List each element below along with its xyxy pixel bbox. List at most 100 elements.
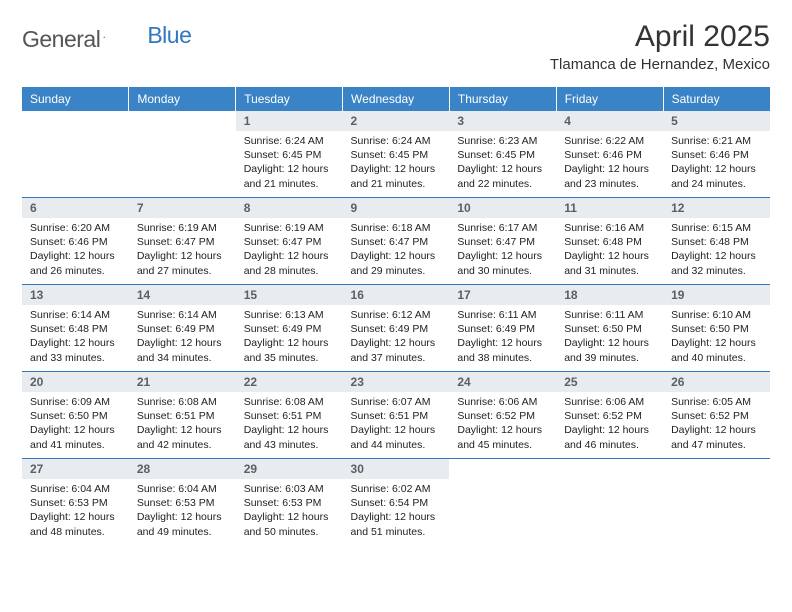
- daylight-line: Daylight: 12 hours and 22 minutes.: [457, 162, 548, 190]
- day-cell: 22Sunrise: 6:08 AMSunset: 6:51 PMDayligh…: [236, 372, 343, 458]
- sunset-line: Sunset: 6:49 PM: [244, 322, 335, 336]
- weekday-header: Saturday: [663, 87, 770, 111]
- daylight-line: Daylight: 12 hours and 29 minutes.: [351, 249, 442, 277]
- day-details: Sunrise: 6:16 AMSunset: 6:48 PMDaylight:…: [556, 218, 663, 278]
- sunrise-line: Sunrise: 6:11 AM: [457, 308, 548, 322]
- brand-part2: Blue: [147, 22, 191, 49]
- daylight-line: Daylight: 12 hours and 40 minutes.: [671, 336, 762, 364]
- calendar-body: 1Sunrise: 6:24 AMSunset: 6:45 PMDaylight…: [22, 111, 770, 545]
- daylight-line: Daylight: 12 hours and 50 minutes.: [244, 510, 335, 538]
- daylight-line: Daylight: 12 hours and 30 minutes.: [457, 249, 548, 277]
- calendar-cell: 5Sunrise: 6:21 AMSunset: 6:46 PMDaylight…: [663, 111, 770, 198]
- sunset-line: Sunset: 6:46 PM: [564, 148, 655, 162]
- day-cell: 3Sunrise: 6:23 AMSunset: 6:45 PMDaylight…: [449, 111, 556, 197]
- day-number: 7: [129, 198, 236, 218]
- daylight-line: Daylight: 12 hours and 47 minutes.: [671, 423, 762, 451]
- empty-day: [556, 459, 663, 545]
- sunset-line: Sunset: 6:48 PM: [671, 235, 762, 249]
- day-number: 11: [556, 198, 663, 218]
- day-number: 19: [663, 285, 770, 305]
- weekday-header: Monday: [129, 87, 236, 111]
- daylight-line: Daylight: 12 hours and 21 minutes.: [351, 162, 442, 190]
- day-details: Sunrise: 6:14 AMSunset: 6:48 PMDaylight:…: [22, 305, 129, 365]
- calendar-cell: 2Sunrise: 6:24 AMSunset: 6:45 PMDaylight…: [343, 111, 450, 198]
- daylight-line: Daylight: 12 hours and 28 minutes.: [244, 249, 335, 277]
- day-number: 5: [663, 111, 770, 131]
- day-cell: 1Sunrise: 6:24 AMSunset: 6:45 PMDaylight…: [236, 111, 343, 197]
- day-cell: 15Sunrise: 6:13 AMSunset: 6:49 PMDayligh…: [236, 285, 343, 371]
- day-cell: 21Sunrise: 6:08 AMSunset: 6:51 PMDayligh…: [129, 372, 236, 458]
- day-details: Sunrise: 6:12 AMSunset: 6:49 PMDaylight:…: [343, 305, 450, 365]
- day-details: Sunrise: 6:23 AMSunset: 6:45 PMDaylight:…: [449, 131, 556, 191]
- sunset-line: Sunset: 6:45 PM: [244, 148, 335, 162]
- calendar-table: Sunday Monday Tuesday Wednesday Thursday…: [22, 87, 770, 545]
- sunset-line: Sunset: 6:51 PM: [244, 409, 335, 423]
- day-details: Sunrise: 6:02 AMSunset: 6:54 PMDaylight:…: [343, 479, 450, 539]
- sunset-line: Sunset: 6:53 PM: [244, 496, 335, 510]
- day-cell: 2Sunrise: 6:24 AMSunset: 6:45 PMDaylight…: [343, 111, 450, 197]
- sunset-line: Sunset: 6:47 PM: [351, 235, 442, 249]
- sunset-line: Sunset: 6:47 PM: [137, 235, 228, 249]
- calendar-cell: [663, 459, 770, 546]
- day-cell: 29Sunrise: 6:03 AMSunset: 6:53 PMDayligh…: [236, 459, 343, 545]
- daylight-line: Daylight: 12 hours and 48 minutes.: [30, 510, 121, 538]
- daylight-line: Daylight: 12 hours and 43 minutes.: [244, 423, 335, 451]
- day-details: Sunrise: 6:19 AMSunset: 6:47 PMDaylight:…: [236, 218, 343, 278]
- sunset-line: Sunset: 6:52 PM: [564, 409, 655, 423]
- sunrise-line: Sunrise: 6:10 AM: [671, 308, 762, 322]
- calendar-cell: 12Sunrise: 6:15 AMSunset: 6:48 PMDayligh…: [663, 198, 770, 285]
- sunset-line: Sunset: 6:52 PM: [671, 409, 762, 423]
- sunrise-line: Sunrise: 6:23 AM: [457, 134, 548, 148]
- day-details: Sunrise: 6:22 AMSunset: 6:46 PMDaylight:…: [556, 131, 663, 191]
- day-cell: 4Sunrise: 6:22 AMSunset: 6:46 PMDaylight…: [556, 111, 663, 197]
- day-details: Sunrise: 6:19 AMSunset: 6:47 PMDaylight:…: [129, 218, 236, 278]
- daylight-line: Daylight: 12 hours and 23 minutes.: [564, 162, 655, 190]
- day-details: Sunrise: 6:08 AMSunset: 6:51 PMDaylight:…: [129, 392, 236, 452]
- daylight-line: Daylight: 12 hours and 38 minutes.: [457, 336, 548, 364]
- empty-day: [663, 459, 770, 545]
- month-title: April 2025: [550, 20, 770, 54]
- sunrise-line: Sunrise: 6:14 AM: [137, 308, 228, 322]
- sunset-line: Sunset: 6:51 PM: [351, 409, 442, 423]
- daylight-line: Daylight: 12 hours and 27 minutes.: [137, 249, 228, 277]
- day-details: Sunrise: 6:17 AMSunset: 6:47 PMDaylight:…: [449, 218, 556, 278]
- calendar-cell: 30Sunrise: 6:02 AMSunset: 6:54 PMDayligh…: [343, 459, 450, 546]
- sunset-line: Sunset: 6:51 PM: [137, 409, 228, 423]
- day-details: Sunrise: 6:21 AMSunset: 6:46 PMDaylight:…: [663, 131, 770, 191]
- sunrise-line: Sunrise: 6:11 AM: [564, 308, 655, 322]
- day-cell: 23Sunrise: 6:07 AMSunset: 6:51 PMDayligh…: [343, 372, 450, 458]
- day-number: 2: [343, 111, 450, 131]
- weekday-header: Wednesday: [343, 87, 450, 111]
- location-label: Tlamanca de Hernandez, Mexico: [550, 56, 770, 73]
- day-cell: 14Sunrise: 6:14 AMSunset: 6:49 PMDayligh…: [129, 285, 236, 371]
- sunset-line: Sunset: 6:47 PM: [457, 235, 548, 249]
- sunset-line: Sunset: 6:48 PM: [564, 235, 655, 249]
- day-cell: 10Sunrise: 6:17 AMSunset: 6:47 PMDayligh…: [449, 198, 556, 284]
- brand-part1: General: [22, 26, 100, 53]
- day-cell: 16Sunrise: 6:12 AMSunset: 6:49 PMDayligh…: [343, 285, 450, 371]
- calendar-cell: 27Sunrise: 6:04 AMSunset: 6:53 PMDayligh…: [22, 459, 129, 546]
- sunrise-line: Sunrise: 6:14 AM: [30, 308, 121, 322]
- sunrise-line: Sunrise: 6:07 AM: [351, 395, 442, 409]
- calendar-cell: 8Sunrise: 6:19 AMSunset: 6:47 PMDaylight…: [236, 198, 343, 285]
- day-number: 20: [22, 372, 129, 392]
- day-details: Sunrise: 6:06 AMSunset: 6:52 PMDaylight:…: [449, 392, 556, 452]
- calendar-cell: 11Sunrise: 6:16 AMSunset: 6:48 PMDayligh…: [556, 198, 663, 285]
- calendar-cell: 22Sunrise: 6:08 AMSunset: 6:51 PMDayligh…: [236, 372, 343, 459]
- page-header: General Blue April 2025 Tlamanca de Hern…: [22, 20, 770, 73]
- sunset-line: Sunset: 6:53 PM: [137, 496, 228, 510]
- sunrise-line: Sunrise: 6:17 AM: [457, 221, 548, 235]
- calendar-week-row: 1Sunrise: 6:24 AMSunset: 6:45 PMDaylight…: [22, 111, 770, 198]
- calendar-cell: [556, 459, 663, 546]
- day-number: 23: [343, 372, 450, 392]
- day-details: Sunrise: 6:20 AMSunset: 6:46 PMDaylight:…: [22, 218, 129, 278]
- day-cell: 13Sunrise: 6:14 AMSunset: 6:48 PMDayligh…: [22, 285, 129, 371]
- weekday-header: Tuesday: [236, 87, 343, 111]
- day-number: 26: [663, 372, 770, 392]
- day-number: 17: [449, 285, 556, 305]
- sunrise-line: Sunrise: 6:06 AM: [457, 395, 548, 409]
- calendar-cell: [449, 459, 556, 546]
- day-details: Sunrise: 6:08 AMSunset: 6:51 PMDaylight:…: [236, 392, 343, 452]
- calendar-cell: 21Sunrise: 6:08 AMSunset: 6:51 PMDayligh…: [129, 372, 236, 459]
- daylight-line: Daylight: 12 hours and 45 minutes.: [457, 423, 548, 451]
